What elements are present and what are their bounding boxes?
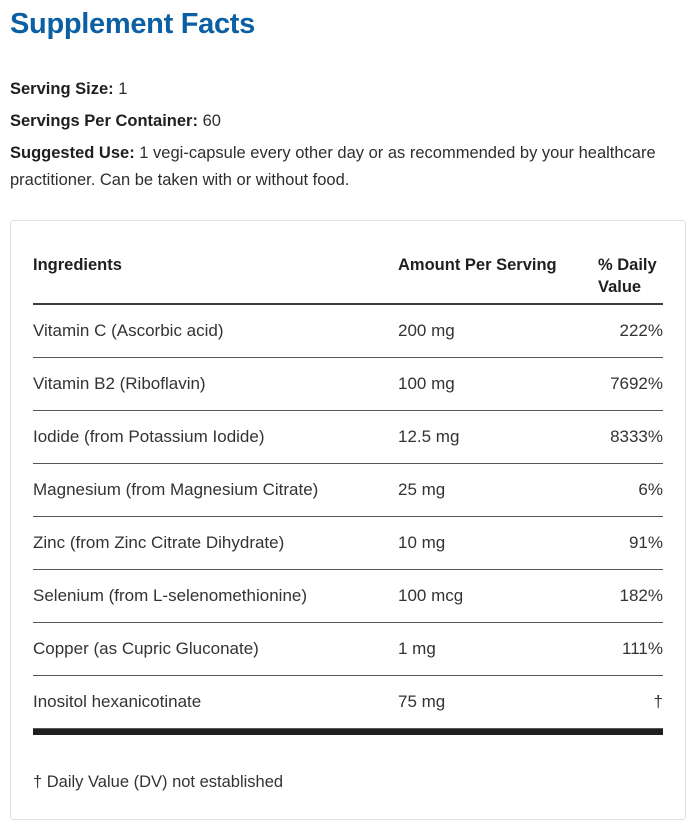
table-row: Copper (as Cupric Gluconate) 1 mg 111% — [33, 623, 663, 676]
ingredient-name: Vitamin B2 (Riboflavin) — [33, 374, 206, 393]
ingredient-daily-value: 91% — [628, 533, 663, 552]
ingredient-name: Selenium (from L-selenomethionine) — [33, 586, 308, 605]
table-row: Inositol hexanicotinate 75 mg † — [33, 676, 663, 729]
table-header-row: Ingredients Amount Per Serving % Daily V… — [33, 221, 663, 305]
table-row: Iodide (from Potassium Iodide) 12.5 mg 8… — [33, 411, 663, 464]
servings-per-container-label: Servings Per Container: — [10, 112, 198, 130]
ingredient-amount: 75 mg — [398, 692, 446, 711]
table-row: Vitamin C (Ascorbic acid) 200 mg 222% — [33, 305, 663, 358]
table-row: Vitamin B2 (Riboflavin) 100 mg 7692% — [33, 358, 663, 411]
ingredient-amount: 100 mcg — [398, 586, 464, 605]
daily-value-footnote: † Daily Value (DV) not established — [33, 773, 284, 791]
suggested-use-line: Suggested Use: 1 vegi-capsule every othe… — [10, 140, 670, 194]
ingredient-amount: 200 mg — [398, 321, 455, 340]
ingredient-daily-value: 6% — [638, 480, 663, 499]
column-header-ingredients: Ingredients — [33, 256, 122, 274]
suggested-use-label: Suggested Use: — [10, 144, 135, 162]
table-row: Selenium (from L-selenomethionine) 100 m… — [33, 570, 663, 623]
ingredient-amount: 1 mg — [398, 639, 436, 658]
column-header-amount-per-serving: Amount Per Serving — [398, 256, 557, 274]
ingredient-amount: 100 mg — [398, 374, 455, 393]
page-title: Supplement Facts — [10, 8, 255, 40]
ingredient-daily-value: 7692% — [610, 374, 663, 393]
table-row: Magnesium (from Magnesium Citrate) 25 mg… — [33, 464, 663, 517]
servings-per-container-line: Servings Per Container: 60 — [10, 108, 688, 135]
serving-size-line: Serving Size: 1 — [10, 76, 688, 103]
ingredient-amount: 12.5 mg — [398, 427, 460, 446]
supplement-facts-card: Ingredients Amount Per Serving % Daily V… — [10, 220, 686, 820]
ingredient-name: Magnesium (from Magnesium Citrate) — [33, 480, 319, 499]
ingredient-name: Vitamin C (Ascorbic acid) — [33, 321, 224, 340]
column-header-daily-value: % Daily Value — [598, 256, 657, 296]
ingredient-daily-value: 222% — [619, 321, 663, 340]
ingredient-name: Copper (as Cupric Gluconate) — [33, 639, 259, 658]
ingredient-daily-value: 182% — [619, 586, 663, 605]
ingredient-daily-value: † — [653, 692, 663, 711]
ingredient-name: Zinc (from Zinc Citrate Dihydrate) — [33, 533, 285, 552]
ingredient-name: Inositol hexanicotinate — [33, 692, 202, 711]
ingredient-amount: 25 mg — [398, 480, 446, 499]
table-bottom-rule — [33, 729, 663, 735]
servings-per-container-value: 60 — [202, 112, 221, 130]
ingredient-amount: 10 mg — [398, 533, 446, 552]
ingredient-name: Iodide (from Potassium Iodide) — [33, 427, 265, 446]
table-row: Zinc (from Zinc Citrate Dihydrate) 10 mg… — [33, 517, 663, 570]
serving-size-label: Serving Size: — [10, 80, 114, 98]
ingredient-daily-value: 8333% — [610, 427, 663, 446]
ingredient-daily-value: 111% — [622, 639, 663, 658]
suggested-use-text: 1 vegi-capsule every other day or as rec… — [10, 144, 656, 189]
serving-size-value: 1 — [118, 80, 128, 98]
